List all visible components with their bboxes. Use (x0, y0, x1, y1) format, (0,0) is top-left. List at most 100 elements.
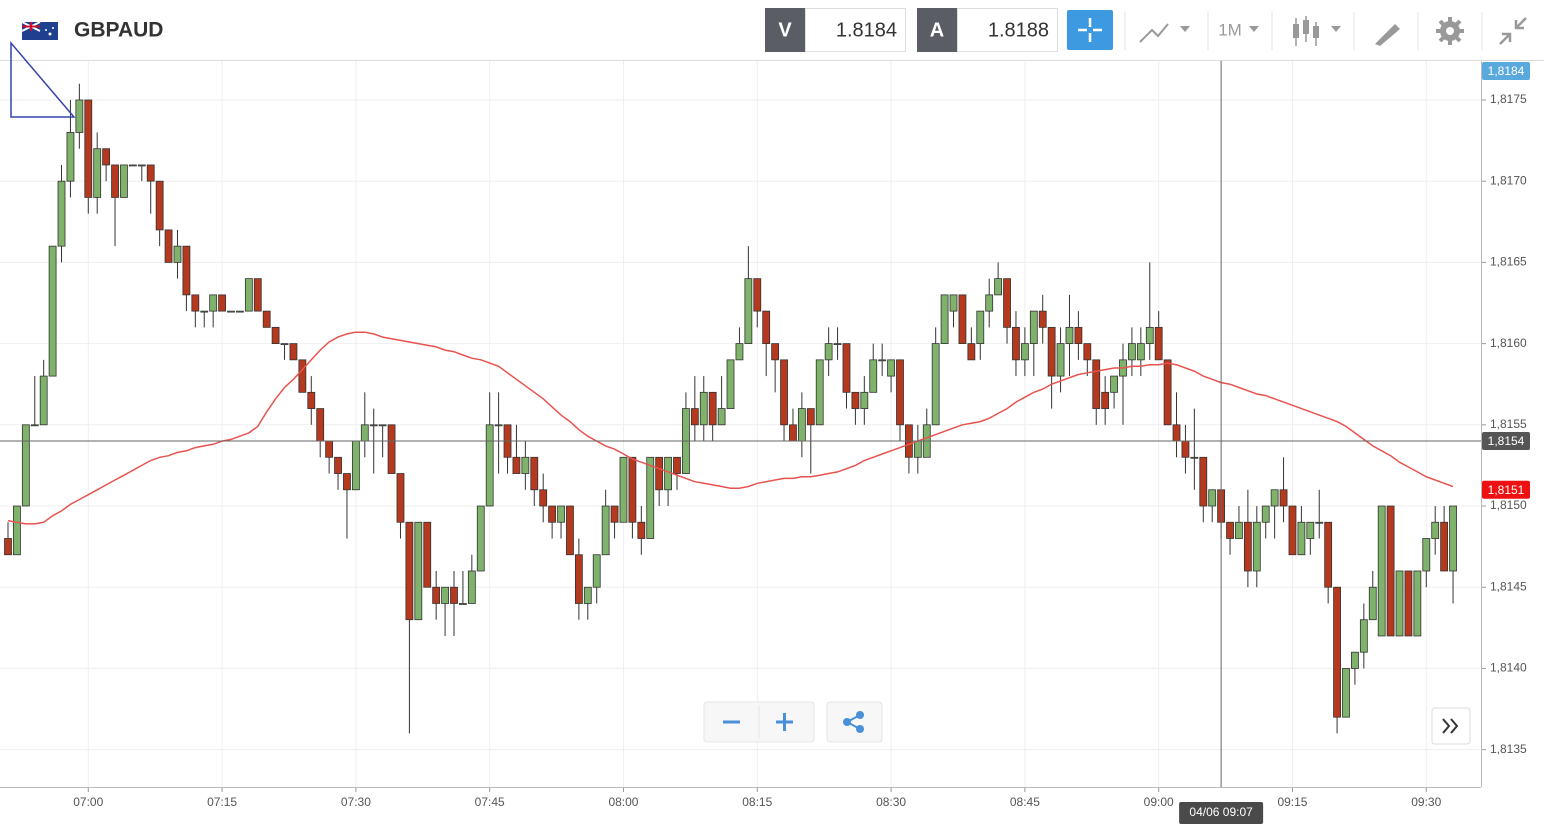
x-tick-label: 07:00 (73, 795, 103, 809)
candle-body (1333, 586, 1341, 718)
candle-body (1413, 570, 1422, 637)
candle-body (762, 310, 771, 345)
candle-body (1449, 505, 1457, 572)
crosshair-time-label: 04/06 09:07 (1189, 805, 1253, 819)
share-button[interactable] (826, 701, 883, 743)
candle-body (102, 148, 111, 166)
candle-body (494, 424, 503, 427)
bid-label: V (778, 19, 792, 41)
candle-body (1056, 343, 1065, 377)
candle-body (913, 440, 922, 458)
price-tag (1482, 432, 1530, 451)
candle-body (1404, 570, 1413, 637)
candle-body (1163, 359, 1172, 426)
candle-body (1440, 521, 1449, 572)
candle-body (530, 456, 539, 491)
candle-body (1029, 310, 1038, 345)
y-tick-label: 1,8170 (1490, 173, 1527, 187)
candle-body (66, 132, 75, 182)
y-tick-label: 1,8165 (1490, 255, 1527, 269)
candle-body (378, 424, 387, 427)
candle-body (1226, 521, 1234, 539)
y-tick-label: 1,8145 (1490, 579, 1527, 593)
candle-body (949, 294, 958, 312)
candle-body (824, 343, 833, 361)
candle-body (878, 359, 887, 362)
x-tick-label: 07:45 (475, 795, 505, 809)
candle-body (539, 489, 548, 507)
candle-body (164, 229, 173, 263)
candle-body (423, 521, 432, 588)
candle-body (1377, 505, 1386, 637)
candle-body (1181, 440, 1190, 458)
candle-body (39, 375, 48, 426)
candle-body (307, 391, 316, 409)
candle-body (690, 408, 699, 426)
x-tick-label: 09:30 (1411, 795, 1441, 809)
candle-body (1324, 521, 1333, 588)
bid-label-box (765, 8, 805, 52)
candle-body (1190, 456, 1199, 459)
scroll-right-button[interactable] (1431, 707, 1471, 745)
y-tick-label: 1,8175 (1490, 92, 1527, 106)
candle-body (173, 245, 182, 263)
candle-body (227, 310, 235, 313)
candle-body (432, 586, 441, 604)
bid-box[interactable] (805, 8, 906, 52)
candle-body (557, 505, 565, 523)
candle-body (75, 99, 84, 133)
candle-body (316, 408, 325, 442)
candle-body (673, 456, 681, 474)
candle-body (851, 391, 860, 409)
candle-body (842, 343, 851, 393)
candle-body (940, 294, 949, 345)
y-tick-label: 1,8140 (1490, 661, 1527, 675)
candle-body (289, 343, 298, 361)
candle-body (191, 294, 200, 312)
candle-body (1003, 278, 1011, 328)
candle-body (806, 408, 815, 426)
candle-body (21, 424, 30, 507)
crosshair-button[interactable] (1067, 10, 1113, 50)
candle-body (476, 505, 485, 572)
candle-body (1431, 521, 1440, 539)
candle-body (1270, 489, 1279, 507)
candle-body (771, 343, 780, 361)
ask-label: A (930, 19, 944, 41)
plot: 1,8135 1,8140 1,8145 1,8150 1,8155 1,8160 1,81… (0, 61, 1527, 809)
candle-body (1306, 521, 1315, 539)
candle-body (1047, 326, 1056, 377)
toolbar-icons[interactable] (1124, 12, 1527, 50)
crosshair-time-box (1179, 802, 1264, 824)
candle-body (1315, 521, 1324, 524)
candle-body (1243, 521, 1252, 572)
candle-body (325, 440, 334, 458)
ask-box[interactable] (957, 8, 1058, 52)
candle-body (655, 456, 664, 491)
price-tag-label: 1,8184 (1488, 64, 1525, 78)
candle-body (298, 359, 307, 393)
candle-body (1038, 310, 1047, 328)
flag (21, 21, 58, 40)
zoom-controls[interactable] (703, 701, 815, 743)
candle-body (574, 554, 583, 604)
candle-body (200, 310, 209, 313)
candle-body (699, 391, 708, 426)
candle-body (1074, 326, 1083, 345)
moving-average (7, 331, 1454, 525)
candle-body (1342, 668, 1350, 718)
x-tick-label: 09:00 (1144, 795, 1174, 809)
candle-body (753, 278, 762, 312)
candle-body (467, 570, 476, 604)
candle-body (271, 326, 280, 345)
x-tick-label: 08:00 (608, 795, 638, 809)
timeframe[interactable]: 1M (1218, 20, 1242, 39)
candle-body (1092, 359, 1101, 409)
candle-body (1128, 343, 1136, 361)
candle-body (646, 456, 655, 539)
candle-body (931, 343, 940, 426)
candle-body (717, 408, 726, 426)
candle-body (57, 180, 66, 247)
candle-body (512, 456, 521, 474)
